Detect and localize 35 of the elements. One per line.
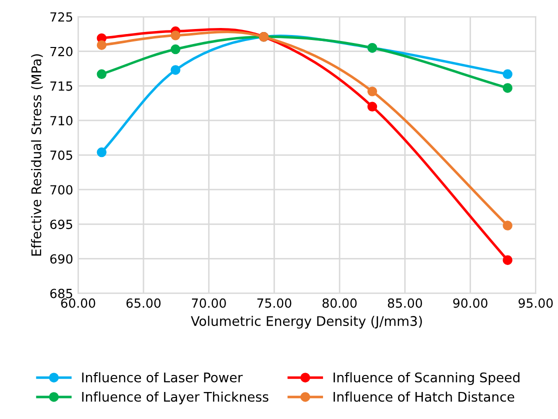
y-tick-label: 685 xyxy=(50,288,72,298)
x-tick-label: 95.00 xyxy=(518,298,553,308)
y-tick-label: 725 xyxy=(50,12,72,22)
point xyxy=(502,69,512,80)
point xyxy=(96,69,107,80)
legend-label: Influence of Layer Thickness xyxy=(82,392,268,404)
legend-label: Influence of Hatch Distance xyxy=(334,392,514,402)
legend-label: Influence of Laser Power xyxy=(82,372,243,382)
y-tick-label: 710 xyxy=(50,116,72,126)
y-axis-title: Effective Residual Stress (MPa) xyxy=(31,54,43,256)
x-tick-label: 85.00 xyxy=(388,298,422,308)
point xyxy=(367,102,378,112)
x-tick-label: 60.00 xyxy=(61,298,96,308)
x-axis-title: Volumetric Energy Density (J/mm3) xyxy=(190,316,422,329)
point xyxy=(502,83,512,93)
point xyxy=(170,65,180,75)
legend-label: Influence of Scanning Speed xyxy=(334,372,520,385)
x-tick-label: 75.00 xyxy=(257,298,292,308)
y-tick-label: 700 xyxy=(50,185,72,195)
point xyxy=(170,30,180,40)
y-tick-label: 720 xyxy=(50,46,72,56)
point xyxy=(502,255,512,265)
point xyxy=(502,220,512,230)
x-tick-label: 90.00 xyxy=(453,298,488,308)
x-tick-label: 65.00 xyxy=(126,298,161,308)
point xyxy=(96,40,107,50)
point xyxy=(367,86,378,96)
x-tick-label: 70.00 xyxy=(192,298,226,308)
point xyxy=(170,44,180,54)
y-tick-label: 695 xyxy=(50,220,72,230)
y-tick-label: 690 xyxy=(50,254,72,264)
y-tick-label: 705 xyxy=(50,150,72,160)
y-tick-label: 715 xyxy=(50,82,72,91)
point xyxy=(96,147,107,158)
x-tick-label: 80.00 xyxy=(322,298,357,308)
